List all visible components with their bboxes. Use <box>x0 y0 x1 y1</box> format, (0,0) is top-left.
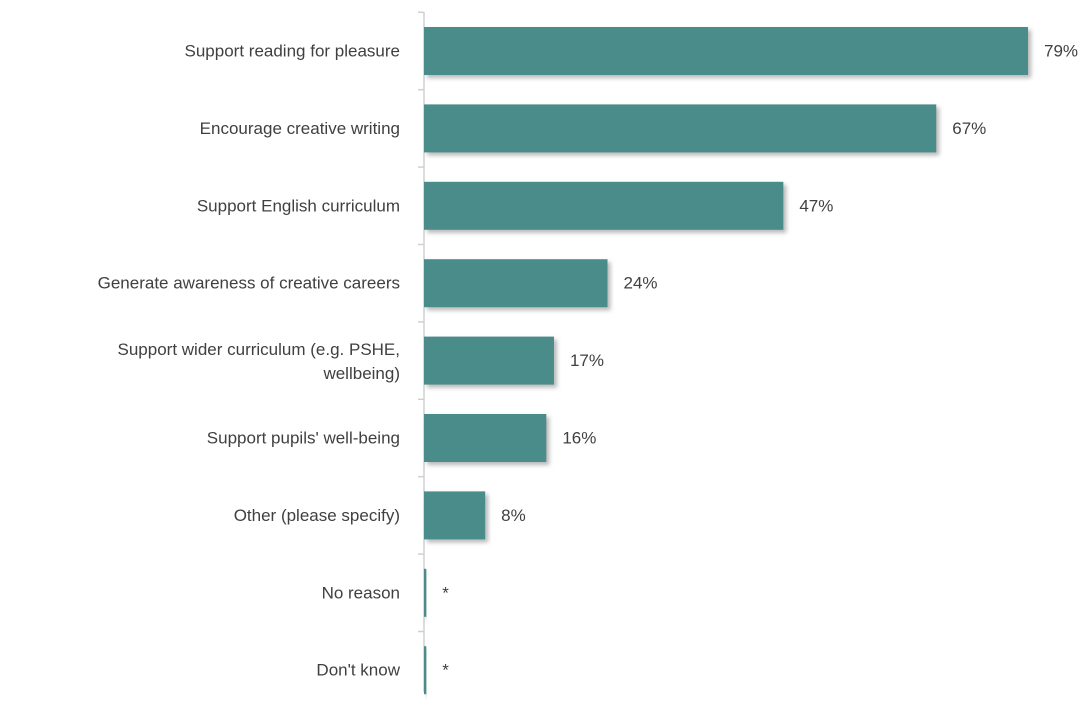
data-label-8: * <box>442 661 449 680</box>
category-label-0: Support reading for pleasure <box>185 42 400 61</box>
category-label-2: Support English curriculum <box>197 196 400 215</box>
category-label-5: Support pupils' well-being <box>207 429 400 448</box>
category-label-8: Don't know <box>316 661 400 680</box>
category-label-1: Encourage creative writing <box>200 119 400 138</box>
data-label-1: 67% <box>952 119 986 138</box>
bar-4 <box>424 336 554 385</box>
bar-0 <box>424 27 1028 75</box>
bar-6 <box>424 491 486 540</box>
bar-7 <box>424 568 427 617</box>
data-label-5: 16% <box>562 429 596 448</box>
data-label-0: 79% <box>1044 42 1078 61</box>
category-label-7: No reason <box>322 583 400 602</box>
bar-8 <box>424 646 427 695</box>
category-label-4: Support wider curriculum (e.g. PSHE, well… <box>118 340 401 383</box>
data-label-2: 47% <box>799 196 833 215</box>
bar-1 <box>424 104 937 153</box>
data-label-7: * <box>442 583 449 602</box>
category-label-6: Other (please specify) <box>234 506 400 525</box>
bar-2 <box>424 181 784 230</box>
data-label-4: 17% <box>570 351 604 370</box>
bar-5 <box>424 414 547 462</box>
data-label-6: 8% <box>501 506 526 525</box>
category-label-3: Generate awareness of creative careers <box>98 274 400 293</box>
bar-3 <box>424 259 608 308</box>
data-label-3: 24% <box>623 274 657 293</box>
